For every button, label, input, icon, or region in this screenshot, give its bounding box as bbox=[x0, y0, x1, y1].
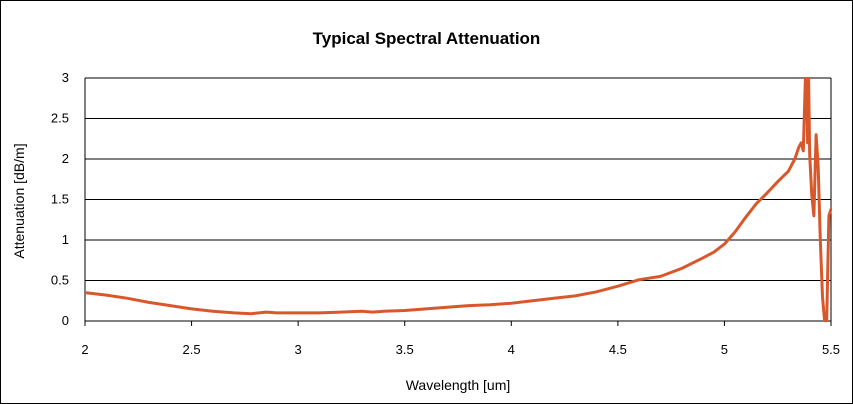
x-tick-label: 3 bbox=[295, 342, 302, 357]
y-tick-label: 0 bbox=[62, 313, 69, 328]
x-tick-label: 5 bbox=[721, 342, 728, 357]
chart-title: Typical Spectral Attenuation bbox=[312, 29, 541, 48]
y-tick-label: 1.5 bbox=[51, 192, 69, 207]
x-axis-label: Wavelength [um] bbox=[405, 377, 511, 393]
attenuation-series-line bbox=[85, 77, 832, 322]
y-tick-label: 1 bbox=[62, 232, 69, 247]
y-tick-label: 2.5 bbox=[51, 111, 69, 126]
y-tick-label: 2 bbox=[62, 151, 69, 166]
x-tick-label: 4.5 bbox=[609, 342, 627, 357]
y-tick-label: 0.5 bbox=[51, 273, 69, 288]
x-tick-label: 2.5 bbox=[183, 342, 201, 357]
x-tick-label: 4 bbox=[508, 342, 515, 357]
y-tick-label: 3 bbox=[62, 70, 69, 85]
x-tick-label: 2 bbox=[81, 342, 88, 357]
x-tick-label: 3.5 bbox=[396, 342, 414, 357]
x-tick-label: 5.5 bbox=[822, 342, 840, 357]
